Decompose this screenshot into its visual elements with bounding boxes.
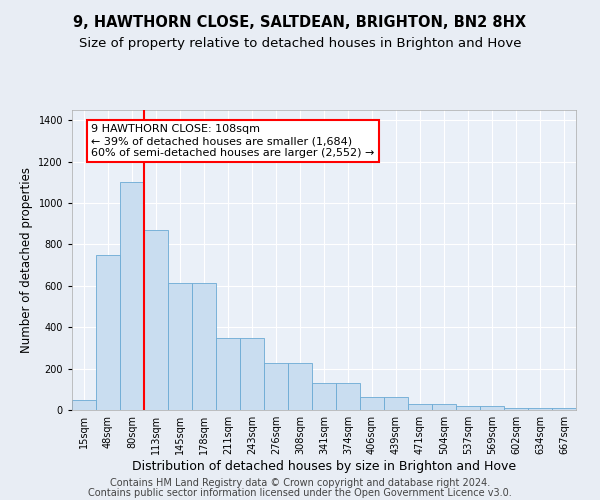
Text: Contains public sector information licensed under the Open Government Licence v3: Contains public sector information licen… [88, 488, 512, 498]
Bar [168, 283, 192, 410]
X-axis label: Distribution of detached houses by size in Brighton and Hove: Distribution of detached houses by size … [132, 460, 516, 473]
Bar [192, 283, 216, 410]
Bar [432, 404, 456, 410]
Bar [240, 338, 264, 410]
Bar [264, 364, 288, 410]
Bar [336, 383, 360, 410]
Bar [312, 383, 336, 410]
Bar [96, 255, 120, 410]
Bar [144, 230, 168, 410]
Text: Size of property relative to detached houses in Brighton and Hove: Size of property relative to detached ho… [79, 38, 521, 51]
Text: 9, HAWTHORN CLOSE, SALTDEAN, BRIGHTON, BN2 8HX: 9, HAWTHORN CLOSE, SALTDEAN, BRIGHTON, B… [73, 15, 527, 30]
Bar [408, 404, 432, 410]
Bar [288, 364, 312, 410]
Bar [552, 408, 576, 410]
Text: Contains HM Land Registry data © Crown copyright and database right 2024.: Contains HM Land Registry data © Crown c… [110, 478, 490, 488]
Bar [120, 182, 144, 410]
Y-axis label: Number of detached properties: Number of detached properties [20, 167, 33, 353]
Text: 9 HAWTHORN CLOSE: 108sqm
← 39% of detached houses are smaller (1,684)
60% of sem: 9 HAWTHORN CLOSE: 108sqm ← 39% of detach… [91, 124, 374, 158]
Bar [384, 396, 408, 410]
Bar [216, 338, 240, 410]
Bar [528, 408, 552, 410]
Bar [504, 408, 528, 410]
Bar [360, 396, 384, 410]
Bar [456, 406, 480, 410]
Bar [480, 406, 504, 410]
Bar [72, 400, 96, 410]
